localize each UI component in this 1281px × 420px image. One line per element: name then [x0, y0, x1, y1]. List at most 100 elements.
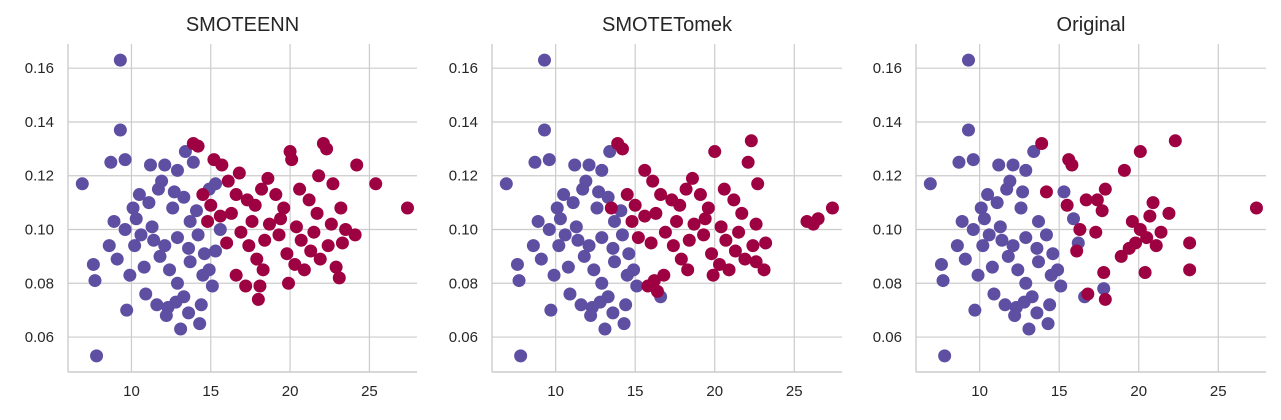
- scatter-point: [326, 177, 340, 191]
- scatter-point: [209, 177, 223, 191]
- scatter-point: [137, 260, 151, 274]
- scatter-point: [321, 239, 335, 253]
- scatter-point: [1011, 263, 1025, 277]
- scatter-point: [544, 303, 558, 317]
- scatter-point: [705, 247, 719, 261]
- x-tick-label: 10: [547, 383, 564, 400]
- scatter-point: [197, 247, 211, 261]
- scatter-point: [641, 279, 655, 293]
- scatter-point: [1041, 317, 1055, 331]
- scatter-point: [526, 239, 540, 253]
- x-tick-label: 15: [202, 383, 219, 400]
- scatter-point: [685, 171, 699, 185]
- scatter-point: [936, 274, 950, 288]
- scatter-point: [293, 182, 307, 196]
- scatter-point: [749, 255, 763, 269]
- scatter-point: [579, 174, 593, 188]
- scatter-point: [1081, 287, 1095, 301]
- scatter-point: [982, 228, 996, 242]
- scatter-point: [182, 241, 196, 255]
- y-tick-label: 0.08: [25, 275, 54, 292]
- y-tick-label: 0.08: [449, 275, 478, 292]
- scatter-point: [657, 268, 671, 282]
- scatter-point: [1095, 204, 1109, 218]
- scatter-point: [598, 322, 612, 336]
- scatter-point: [1043, 298, 1057, 312]
- y-tick-label: 0.10: [873, 222, 902, 239]
- scatter-point: [584, 309, 598, 323]
- scatter-point: [191, 139, 205, 153]
- scatter-point: [248, 198, 262, 212]
- scatter-point: [118, 223, 132, 237]
- scatter-point: [563, 287, 577, 301]
- scatter-point: [205, 279, 219, 293]
- scatter-point: [1054, 279, 1068, 293]
- scatter-point: [1117, 163, 1131, 177]
- y-tick-label: 0.12: [873, 168, 902, 185]
- scatter-point: [512, 274, 526, 288]
- scatter-point: [701, 201, 715, 215]
- scatter-point: [242, 239, 256, 253]
- scatter-point: [531, 214, 545, 228]
- scatter-point: [751, 177, 765, 191]
- scatter-point: [369, 177, 383, 191]
- scatter-point: [698, 212, 712, 226]
- scatter-point: [615, 142, 629, 156]
- scatter-point: [938, 349, 952, 363]
- scatter-point: [285, 153, 299, 167]
- scatter-point: [825, 201, 839, 215]
- scatter-point: [143, 158, 157, 172]
- scatter-point: [650, 284, 664, 298]
- scatter-point: [732, 225, 746, 239]
- scatter-point: [288, 257, 302, 271]
- scatter-point: [566, 196, 580, 210]
- scatter-point: [985, 260, 999, 274]
- scatter-point: [499, 177, 513, 191]
- y-tick-label: 0.08: [873, 275, 902, 292]
- scatter-point: [324, 217, 338, 231]
- scatter-point: [215, 158, 229, 172]
- y-tick-label: 0.10: [25, 222, 54, 239]
- scatter-point: [1008, 309, 1022, 323]
- scatter-point: [1019, 231, 1033, 245]
- x-tick-label: 10: [971, 383, 988, 400]
- scatter-point: [245, 214, 259, 228]
- scatter-point: [674, 252, 688, 266]
- scatter-point: [1114, 249, 1128, 263]
- scatter-point: [1065, 158, 1079, 172]
- scatter-point: [1060, 198, 1074, 212]
- scatter-point: [958, 252, 972, 266]
- scatter-point: [974, 201, 988, 215]
- scatter-point: [320, 142, 334, 156]
- scatter-point: [126, 201, 140, 215]
- scatter-point: [620, 188, 634, 202]
- scatter-point: [256, 263, 270, 277]
- scatter-point: [714, 220, 728, 234]
- scatter-point: [1057, 185, 1071, 199]
- scatter-point: [1183, 263, 1197, 277]
- scatter-point: [167, 185, 181, 199]
- scatter-point: [582, 158, 596, 172]
- scatter-point: [542, 223, 556, 237]
- scatter-point: [592, 185, 606, 199]
- scatter-point: [534, 252, 548, 266]
- scatter-point: [113, 53, 127, 67]
- scatter-point: [400, 201, 414, 215]
- scatter-point: [962, 123, 975, 137]
- scatter-point: [213, 223, 227, 237]
- scatter-point: [1090, 193, 1104, 207]
- scatter-point: [717, 182, 731, 196]
- scatter-point: [139, 287, 153, 301]
- scatter-point: [169, 295, 183, 309]
- scatter-point: [670, 214, 684, 228]
- y-tick-label: 0.06: [449, 329, 478, 346]
- scatter-point: [253, 279, 267, 293]
- scatter-point: [628, 198, 642, 212]
- scatter-point: [120, 303, 134, 317]
- scatter-point: [603, 145, 617, 159]
- chart-title: SMOTETomek: [602, 14, 733, 36]
- scatter-point: [213, 209, 227, 223]
- scatter-point: [1014, 201, 1028, 215]
- y-tick-label: 0.16: [25, 60, 54, 77]
- y-tick-label: 0.06: [25, 329, 54, 346]
